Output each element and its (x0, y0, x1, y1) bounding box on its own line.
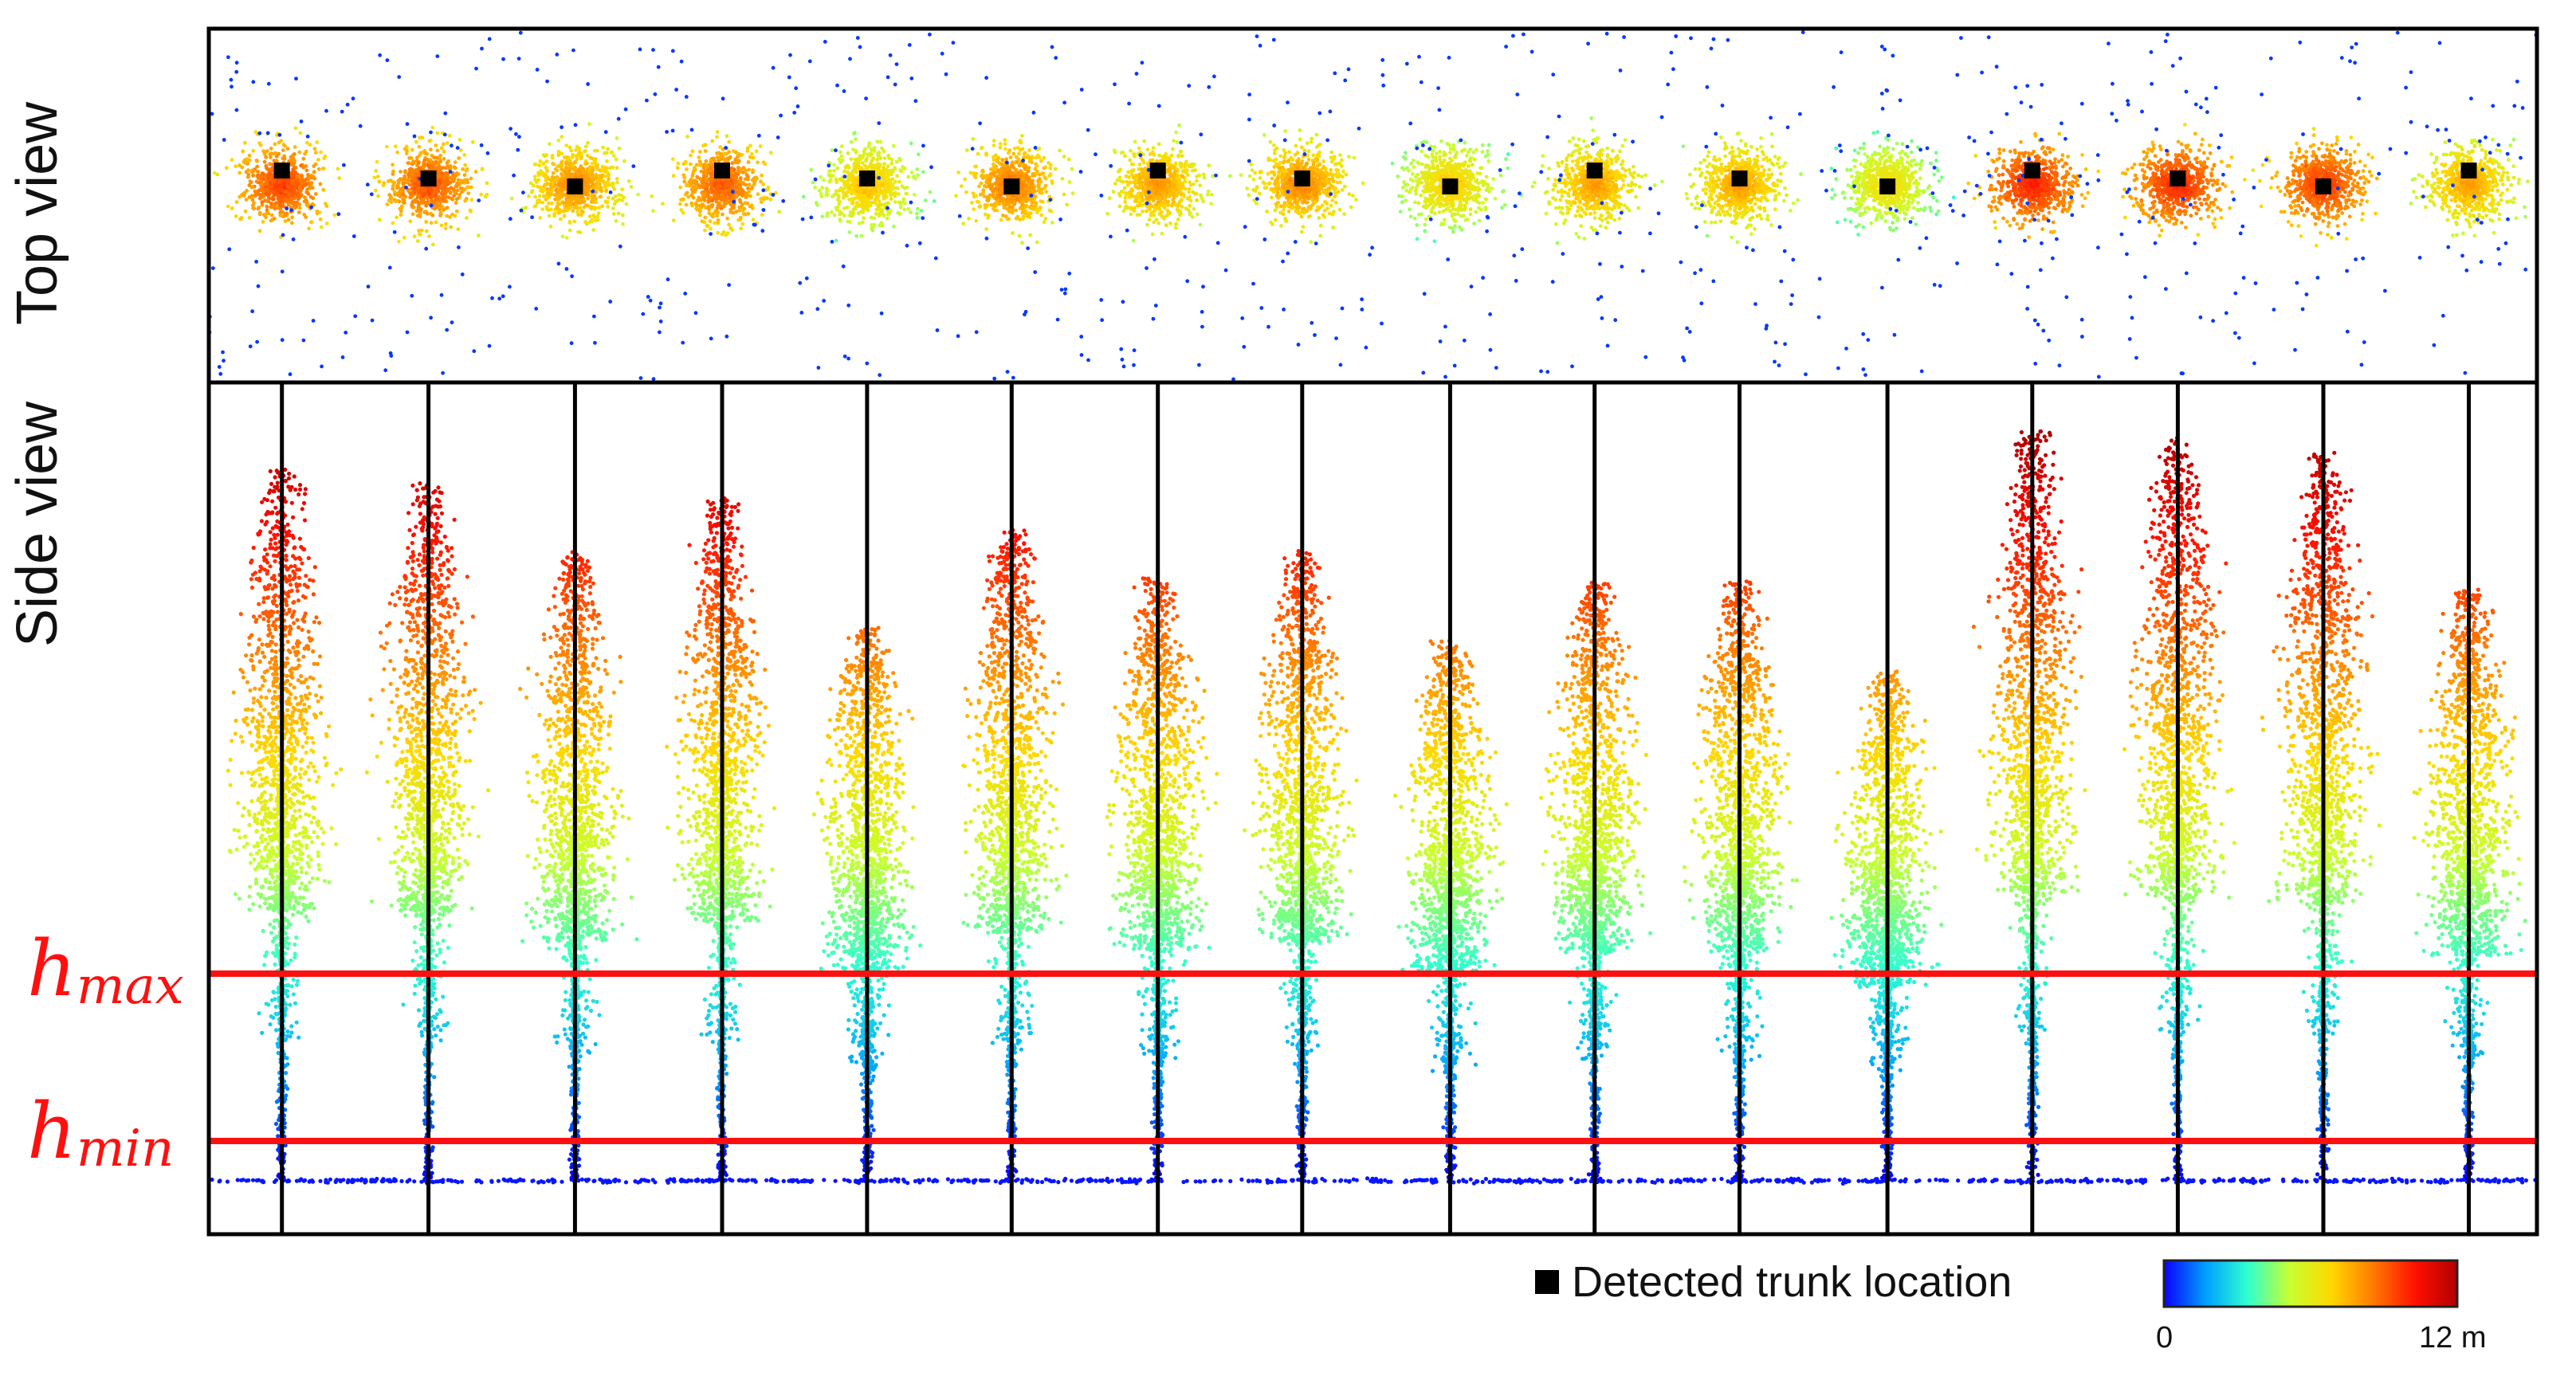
trunk-marker-legend-label: Detected trunk location (1572, 1260, 2012, 1304)
top-view-point-cloud (208, 30, 2539, 381)
colorbar (2164, 1260, 2457, 1307)
trunk-marker-legend-icon (1535, 1270, 1559, 1294)
top-view-label: Top view (5, 86, 72, 325)
h-max-label: hmax (27, 931, 184, 1007)
side-view-label: Side view (5, 360, 72, 647)
trunk-lines (282, 384, 2469, 1233)
h-max-subscript: max (77, 957, 184, 1016)
h-min-symbol: h (27, 1087, 77, 1176)
top-view-panel (208, 29, 2539, 382)
colorbar-max-label: 12 m (2419, 1323, 2486, 1353)
h-min-subscript: min (77, 1119, 174, 1178)
side-view-panel (207, 382, 2538, 1234)
h-max-symbol: h (27, 924, 77, 1013)
colorbar-min-label: 0 (2156, 1323, 2173, 1353)
h-min-label: hmin (27, 1093, 174, 1170)
side-view-point-cloud (207, 429, 2538, 1186)
